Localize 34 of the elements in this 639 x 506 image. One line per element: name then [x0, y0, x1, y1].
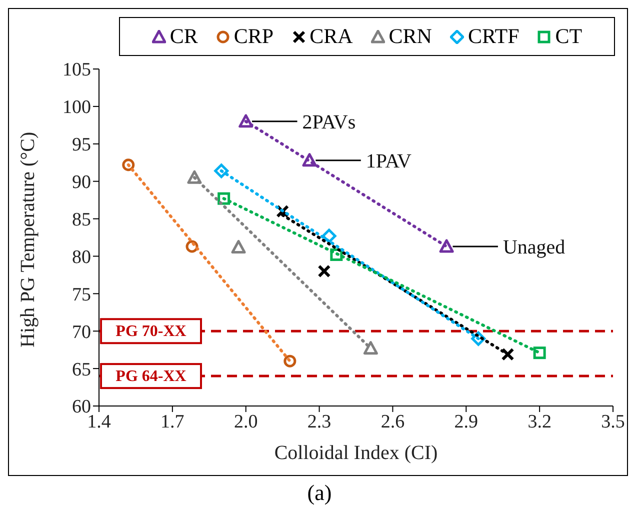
- legend-label: CRN: [388, 24, 432, 49]
- annotation: 2PAVs: [302, 112, 356, 134]
- x-tick-label: 2.3: [307, 411, 332, 432]
- y-tick-label: 95: [72, 134, 91, 156]
- ref-line-label: PG 64-XX: [116, 368, 187, 386]
- point: [318, 264, 331, 278]
- y-tick-label: 100: [62, 97, 91, 118]
- legend-label: CT: [554, 24, 582, 49]
- y-tick-label: 80: [72, 246, 91, 268]
- ref-line-label: PG 70-XX: [116, 323, 187, 340]
- x-tick-label: 3.5: [601, 411, 625, 432]
- annotation: 1PAV: [366, 150, 412, 172]
- y-tick-label: 65: [72, 359, 91, 380]
- y-tick-label: 90: [72, 172, 91, 194]
- point: [501, 348, 514, 361]
- y-axis-title: High PG Temperature (°C): [17, 132, 40, 348]
- y-tick-label: 85: [72, 210, 91, 231]
- annotation: Unaged: [502, 236, 566, 259]
- point: [363, 341, 378, 355]
- text: (a): [306, 480, 333, 506]
- y-tick-label: 105: [62, 60, 91, 81]
- y-tick-label: 75: [72, 284, 91, 306]
- point: [231, 240, 246, 254]
- legend-label: CR: [168, 24, 198, 49]
- x-tick-label: 2.0: [234, 411, 258, 432]
- x-tick-label: 2.9: [454, 411, 478, 432]
- legend-label: CRA: [308, 24, 353, 49]
- legend-label: CRTF: [466, 24, 520, 49]
- y-tick-label: 70: [72, 322, 91, 343]
- legend-label: CRP: [232, 24, 274, 49]
- x-axis-title: Colloidal Index (CI): [274, 442, 438, 464]
- x-tick-label: 1.7: [160, 411, 184, 432]
- x-tick-label: 2.6: [380, 411, 405, 432]
- x-tick-label: 3.2: [528, 411, 552, 432]
